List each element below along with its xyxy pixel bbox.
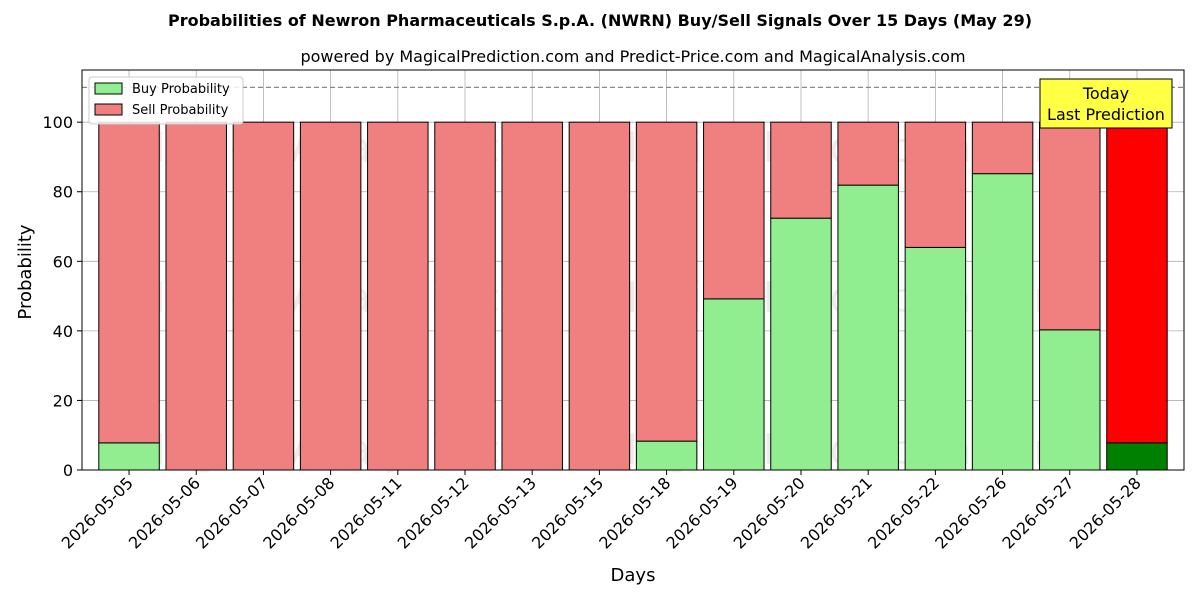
sell-bar — [770, 121, 832, 219]
sell-bar — [299, 121, 362, 471]
x-tick-label: 2026-05-13 — [461, 473, 540, 552]
bar-layer — [98, 121, 1168, 471]
x-axis-ticks: 2026-05-052026-05-062026-05-072026-05-08… — [58, 470, 1145, 553]
y-tick-label: 60 — [53, 252, 73, 271]
buy-bar — [703, 298, 765, 471]
buy-bar — [904, 246, 967, 471]
sell-bar — [568, 121, 631, 471]
sell-bar — [165, 121, 227, 471]
x-tick-label: 2026-05-26 — [931, 473, 1010, 552]
legend-box — [88, 76, 244, 125]
x-tick-label: 2026-05-22 — [864, 473, 943, 552]
legend-swatch — [94, 103, 123, 116]
legend-label: Sell Probability — [132, 103, 229, 118]
x-tick-label: 2026-05-06 — [125, 473, 204, 552]
x-tick-label: 2026-05-28 — [1066, 473, 1145, 552]
x-tick-label: 2026-05-07 — [192, 473, 271, 552]
legend-swatch — [94, 82, 123, 95]
sell-bar — [1039, 121, 1101, 331]
sell-bar — [635, 121, 698, 442]
buy-bar — [770, 217, 832, 471]
buy-bar — [837, 184, 899, 471]
y-axis-ticks: 0 20 40 60 80 100 — [42, 113, 82, 480]
buy-bar — [1106, 442, 1168, 471]
y-tick-label: 100 — [42, 113, 73, 132]
chart-title: Probabilities of Newron Pharmaceuticals … — [168, 11, 1032, 30]
x-tick-label: 2026-05-12 — [394, 473, 473, 552]
x-tick-label: 2026-05-21 — [797, 473, 876, 552]
legend-label: Buy Probability — [132, 82, 230, 97]
legend: Buy Probability Sell Probability — [88, 76, 244, 125]
x-axis-label: Days — [611, 565, 656, 586]
y-tick-label: 40 — [53, 322, 73, 341]
x-tick-label: 2026-05-11 — [326, 473, 405, 552]
annotation-text: Last Prediction — [1047, 105, 1165, 124]
sell-bar — [703, 121, 765, 300]
annotation-text: Today — [1082, 84, 1129, 103]
sell-bar — [1106, 121, 1168, 444]
x-tick-label: 2026-05-27 — [998, 473, 1077, 552]
buy-bar — [98, 442, 160, 471]
sell-bar — [971, 121, 1034, 175]
sell-bar — [232, 121, 295, 471]
x-tick-label: 2026-05-20 — [730, 473, 809, 552]
sell-bar — [434, 121, 496, 471]
sell-bar — [98, 121, 160, 444]
annotation-box — [1039, 78, 1173, 129]
y-axis-label: Probability — [15, 224, 36, 319]
sell-bar — [501, 121, 563, 471]
buy-bar — [971, 173, 1034, 471]
sell-bar — [367, 121, 429, 471]
today-annotation: Today Last Prediction — [1039, 78, 1173, 129]
sell-bar — [837, 121, 899, 186]
x-tick-label: 2026-05-18 — [595, 473, 674, 552]
buy-bar — [635, 440, 698, 471]
buy-bar — [1039, 329, 1101, 471]
sell-bar — [904, 121, 967, 248]
x-tick-label: 2026-05-19 — [662, 473, 741, 552]
y-tick-label: 20 — [53, 391, 73, 410]
y-tick-label: 0 — [63, 461, 73, 480]
x-tick-label: 2026-05-15 — [528, 473, 607, 552]
chart-subtitle: powered by MagicalPrediction.com and Pre… — [300, 47, 965, 66]
x-tick-label: 2026-05-05 — [58, 473, 137, 552]
plot-frame — [81, 69, 1185, 471]
x-tick-label: 2026-05-08 — [259, 473, 338, 552]
y-tick-label: 80 — [53, 183, 73, 202]
